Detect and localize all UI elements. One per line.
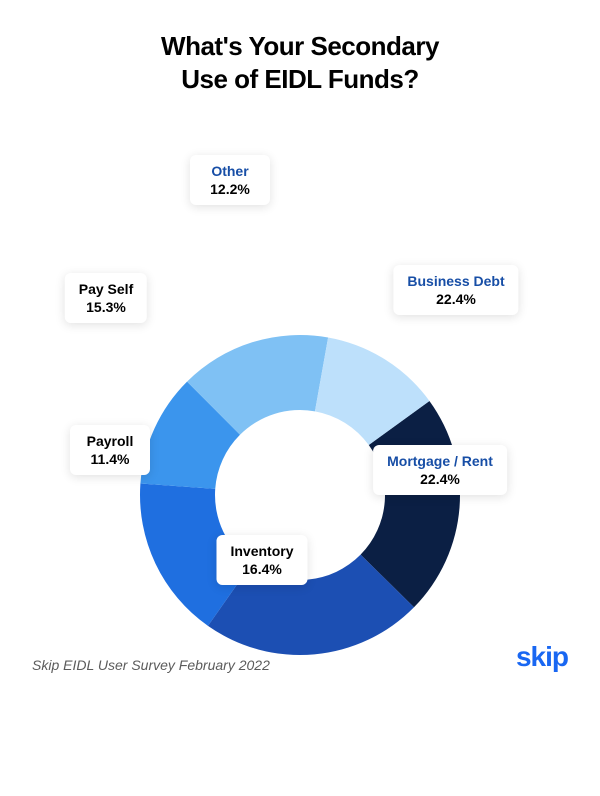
- title-line-1: What's Your Secondary: [161, 31, 439, 61]
- label-name: Mortgage / Rent: [387, 453, 493, 469]
- skip-logo: skip: [516, 641, 568, 673]
- label-name: Inventory: [230, 543, 293, 559]
- label-payroll: Payroll 11.4%: [70, 425, 150, 475]
- label-value: 11.4%: [84, 451, 136, 467]
- footer: Skip EIDL User Survey February 2022 skip: [32, 641, 568, 673]
- label-value: 15.3%: [79, 299, 133, 315]
- title-line-2: Use of EIDL Funds?: [181, 64, 419, 94]
- label-other: Other 12.2%: [190, 155, 270, 205]
- label-name: Other: [204, 163, 256, 179]
- label-inventory: Inventory 16.4%: [216, 535, 307, 585]
- label-value: 22.4%: [387, 471, 493, 487]
- label-business-debt: Business Debt 22.4%: [393, 265, 518, 315]
- label-pay-self: Pay Self 15.3%: [65, 273, 147, 323]
- label-value: 12.2%: [204, 181, 256, 197]
- source-text: Skip EIDL User Survey February 2022: [32, 657, 270, 673]
- label-name: Payroll: [84, 433, 136, 449]
- label-name: Business Debt: [407, 273, 504, 289]
- label-mortgage-rent: Mortgage / Rent 22.4%: [373, 445, 507, 495]
- chart-title: What's Your Secondary Use of EIDL Funds?: [0, 0, 600, 95]
- label-name: Pay Self: [79, 281, 133, 297]
- label-value: 16.4%: [230, 561, 293, 577]
- label-value: 22.4%: [407, 291, 504, 307]
